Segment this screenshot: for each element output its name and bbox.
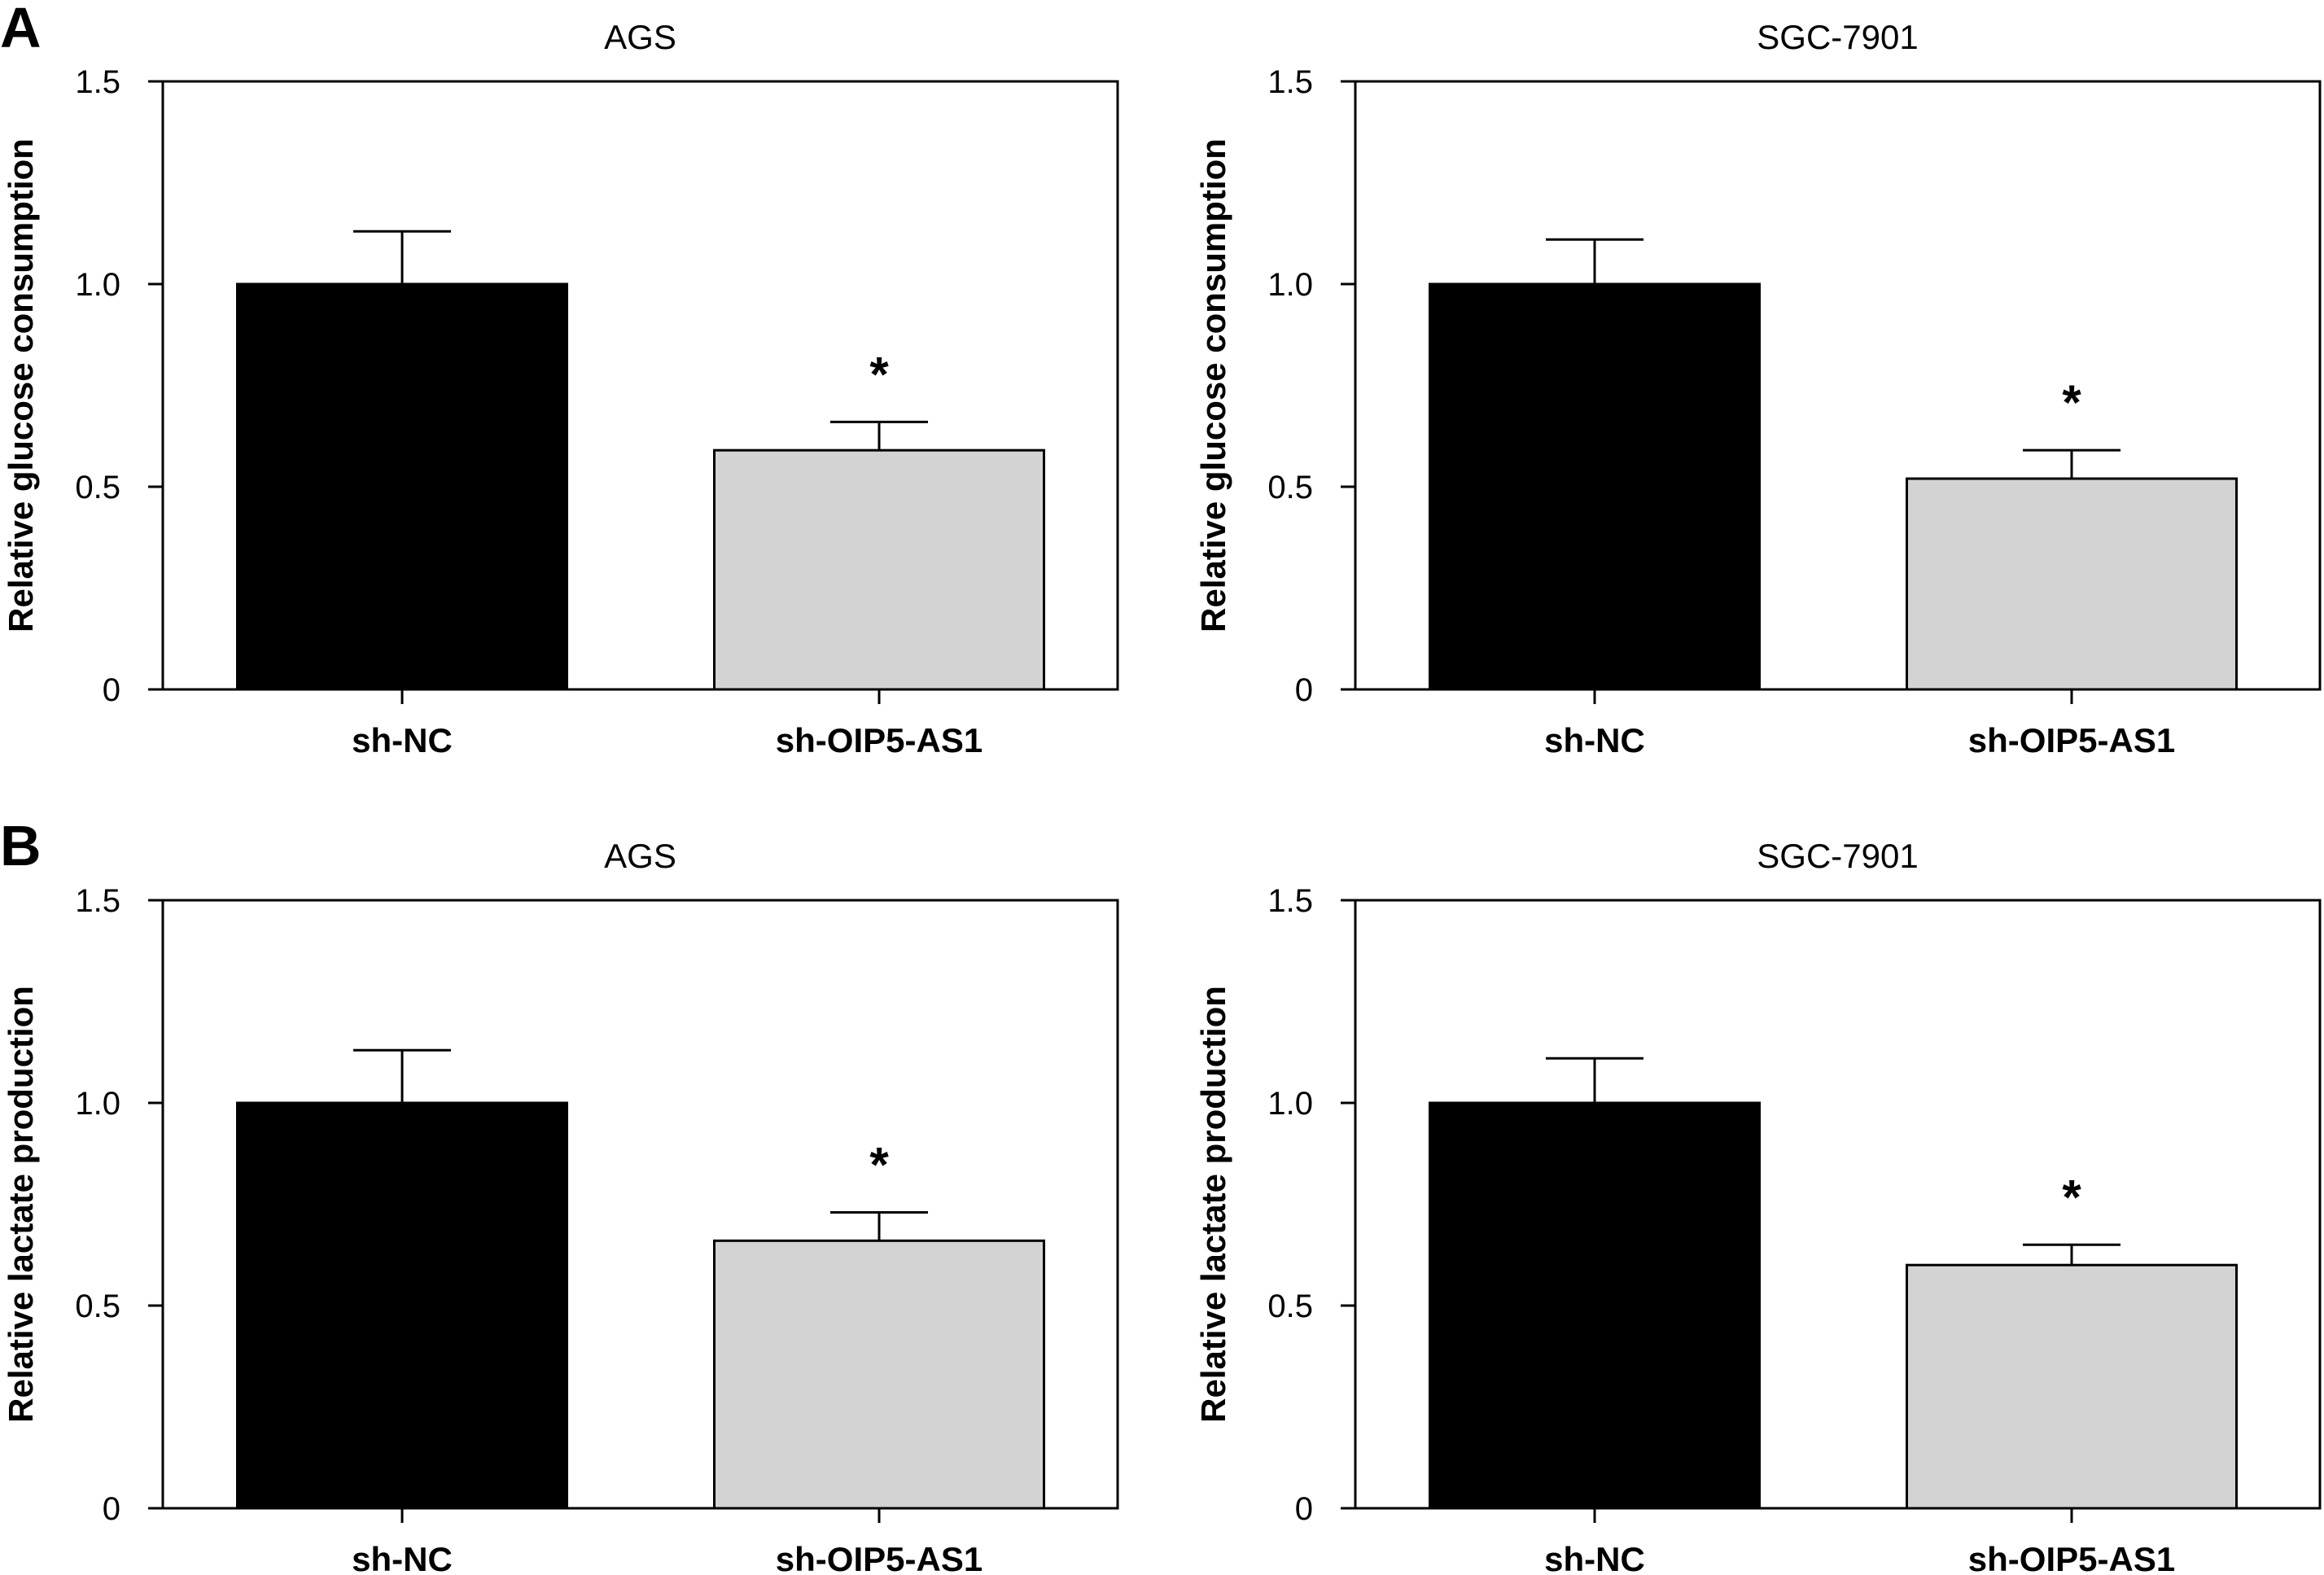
y-tick-label: 0.5 [75,1288,120,1324]
panel-letter-b: B [0,814,42,877]
y-tick-label: 1.0 [75,267,120,303]
x-tick-label: sh-OIP5-AS1 [776,721,983,759]
y-axis-label: Relative lactate production [2,986,40,1423]
y-tick-label: 1.5 [1267,883,1313,919]
x-tick-label: sh-OIP5-AS1 [1968,1540,2175,1575]
plot-frame [161,80,1119,691]
significance-marker: * [2062,1170,2081,1224]
y-tick-label: 1.5 [1267,64,1313,100]
y-tick-label: 0 [1295,1491,1313,1527]
bar-sh-OIP5-AS1 [1906,1263,2238,1510]
bar-sh-NC [236,1101,568,1510]
plot-frame [1354,899,2322,1510]
bar-sh-NC [1429,282,1761,691]
charts: AGS Relative glucose consumption 0 0.5 1.0 1.… [2,18,2322,1575]
chart-panel-2: SGC-7901 Relative glucose consumption 0 0.5… [1194,18,2322,759]
y-tick-label: 1.5 [75,64,120,100]
chart-panel-1: AGS Relative glucose consumption 0 0.5 1.0 1.… [2,18,1119,759]
chart-title: SGC-7901 [1757,837,1918,875]
significance-marker: * [2062,375,2081,430]
significance-marker: * [869,347,889,401]
x-tick-label: sh-NC [352,1540,453,1575]
x-tick-label: sh-NC [1544,721,1645,759]
y-tick-label: 1.0 [1267,267,1313,303]
chart-title: AGS [604,18,676,56]
y-axis-label: Relative glucose consumption [1194,138,1232,632]
x-tick-label: sh-NC [352,721,453,759]
y-tick-label: 0 [1295,672,1313,708]
chart-title: AGS [604,837,676,875]
bar-sh-OIP5-AS1 [1906,477,2238,691]
plot-frame [161,899,1119,1510]
bar-sh-NC [236,282,568,691]
y-tick-label: 0.5 [1267,1288,1313,1324]
chart-panel-3: AGS Relative lactate production 0 0.5 1.0 1.5… [2,837,1119,1575]
y-tick-label: 1.0 [1267,1086,1313,1122]
x-tick-label: sh-NC [1544,1540,1645,1575]
y-tick-label: 0.5 [75,470,120,505]
chart-title: SGC-7901 [1757,18,1918,56]
bar-sh-OIP5-AS1 [713,1239,1045,1510]
bar-sh-OIP5-AS1 [713,448,1045,691]
x-tick-label: sh-OIP5-AS1 [1968,721,2175,759]
y-tick-label: 1.0 [75,1086,120,1122]
x-tick-label: sh-OIP5-AS1 [776,1540,983,1575]
chart-panel-4: SGC-7901 Relative lactate production 0 0.5 1… [1194,837,2322,1575]
y-tick-label: 0 [103,672,120,708]
significance-marker: * [869,1137,889,1192]
plot-frame [1354,80,2322,691]
y-tick-label: 0.5 [1267,470,1313,505]
y-axis-label: Relative lactate production [1194,986,1232,1423]
y-tick-label: 1.5 [75,883,120,919]
bar-sh-NC [1429,1101,1761,1510]
panel-letter-a: A [0,0,42,59]
y-axis-label: Relative glucose consumption [2,138,40,632]
y-tick-label: 0 [103,1491,120,1527]
